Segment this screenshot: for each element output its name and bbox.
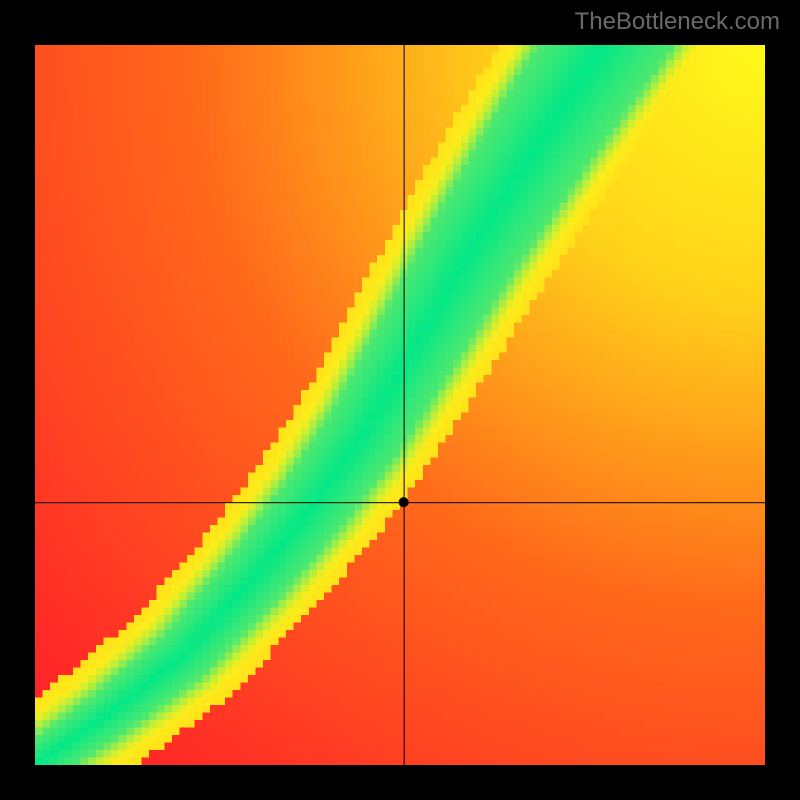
plot-area xyxy=(35,45,765,765)
crosshair-overlay xyxy=(35,45,765,765)
watermark-text: TheBottleneck.com xyxy=(575,8,780,36)
chart-container: TheBottleneck.com xyxy=(0,0,800,800)
